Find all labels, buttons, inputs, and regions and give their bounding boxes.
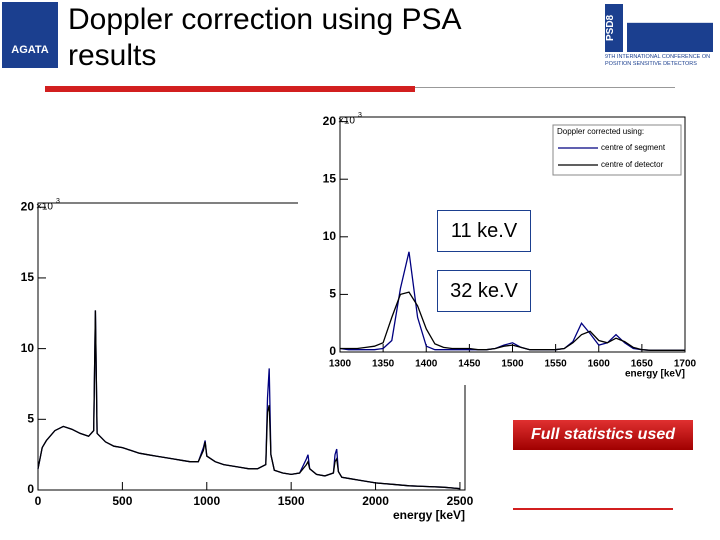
y-scale-exponent: 3 <box>358 112 362 119</box>
y-tick-label: 10 <box>21 341 35 355</box>
y-tick-label: 20 <box>323 114 337 128</box>
x-tick-label: 1000 <box>193 494 220 508</box>
footer-rule <box>513 508 673 510</box>
x-tick-label: 2500 <box>447 494 474 508</box>
y-tick-label: 0 <box>27 482 34 496</box>
y-tick-label: 15 <box>323 171 337 185</box>
annotation-box: 32 ke.V <box>437 270 531 312</box>
y-scale-base: ×10 <box>36 202 53 213</box>
title-rule <box>415 87 675 88</box>
annotation-banner: Full statistics used <box>513 420 693 450</box>
y-tick-label: 5 <box>27 411 34 425</box>
x-tick-label: 1650 <box>631 359 654 370</box>
spectrum-line <box>339 251 685 351</box>
x-tick-label: 1400 <box>415 359 438 370</box>
agata-logo: AGATA <box>2 2 58 68</box>
x-axis-label: energy [keV] <box>625 369 685 380</box>
y-scale-exponent: 3 <box>56 198 60 205</box>
logo-image <box>627 10 713 52</box>
y-tick-label: 20 <box>21 199 35 213</box>
y-tick-label: 15 <box>21 270 35 284</box>
y-scale-base: ×10 <box>338 116 355 127</box>
y-tick-label: 5 <box>329 287 336 301</box>
spectrum-line <box>37 310 460 490</box>
x-tick-label: 2000 <box>362 494 389 508</box>
x-tick-label: 1300 <box>329 359 352 370</box>
x-tick-label: 500 <box>112 494 132 508</box>
x-tick-label: 1500 <box>501 359 524 370</box>
annotation-box: 11 ke.V <box>437 210 531 252</box>
legend-label: centre of detector <box>601 160 664 169</box>
x-tick-label: 1500 <box>278 494 305 508</box>
x-tick-label: 0 <box>35 494 42 508</box>
legend-label: centre of segment <box>601 143 666 152</box>
logo-text: AGATA <box>11 44 49 56</box>
x-tick-label: 1550 <box>545 359 568 370</box>
legend-box <box>552 124 682 176</box>
x-axis-label: energy [keV] <box>393 508 465 522</box>
x-tick-label: 1700 <box>674 359 697 370</box>
x-tick-label: 1600 <box>588 359 611 370</box>
title-underline <box>45 86 415 92</box>
slide-title: Doppler correction using PSA results <box>68 3 460 72</box>
y-tick-label: 0 <box>329 344 336 358</box>
legend-title: Doppler corrected using: <box>557 127 644 136</box>
psd8-logo: PSD8 9TH INTERNATIONAL CONFERENCE ON POS… <box>605 4 717 70</box>
x-tick-label: 1450 <box>458 359 481 370</box>
logo-subtitle: 9TH INTERNATIONAL CONFERENCE ON POSITION… <box>605 54 711 67</box>
x-tick-label: 1350 <box>372 359 395 370</box>
spectrum-line <box>340 291 685 351</box>
y-tick-label: 10 <box>323 229 337 243</box>
